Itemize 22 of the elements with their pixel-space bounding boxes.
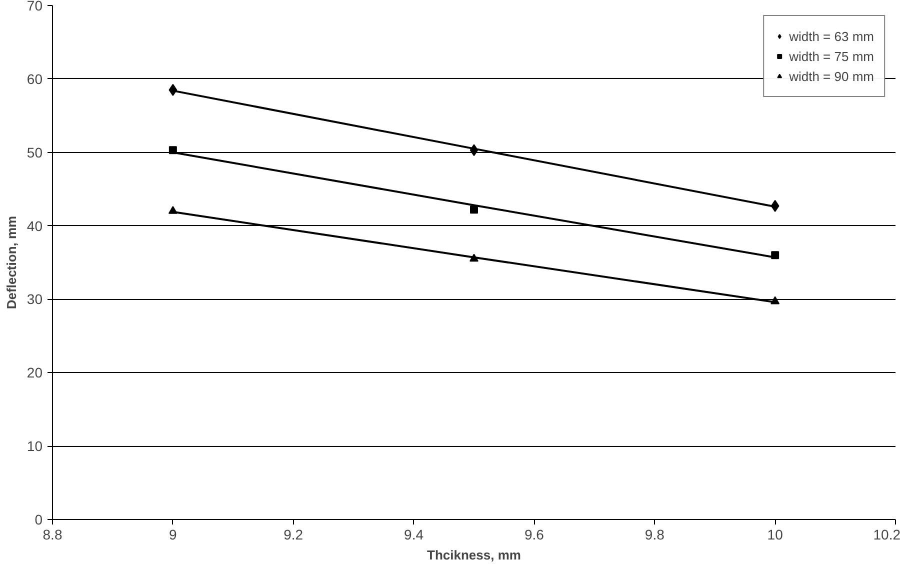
y-tick-label: 30 <box>26 291 43 308</box>
x-tick-label: 9.6 <box>524 526 544 542</box>
y-tick-label: 40 <box>26 218 43 234</box>
y-tick-label: 20 <box>26 364 43 381</box>
y-tick-label: 10 <box>26 438 43 454</box>
legend-label: width = 75 mm <box>789 48 874 64</box>
legend-label: width = 90 mm <box>789 68 874 84</box>
x-tick-label: 9 <box>169 526 178 542</box>
point <box>470 206 478 214</box>
y-tick-label: 50 <box>26 144 43 160</box>
y-tick-label: 0 <box>34 512 43 528</box>
x-axis-title: Thcikness, mm <box>427 548 521 562</box>
x-tick-label: 9.8 <box>644 526 665 542</box>
x-tick-label: 10.2 <box>873 526 901 542</box>
legend-label: width = 63 mm <box>789 28 874 44</box>
x-tick-label: 9.2 <box>284 526 304 542</box>
x-tick-label: 8.8 <box>42 526 62 542</box>
y-tick-label: 70 <box>26 0 43 14</box>
x-tick-label: 10 <box>767 526 784 542</box>
y-axis-title: Deflection, mm <box>4 216 19 310</box>
y-tick-label: 60 <box>26 70 43 87</box>
x-tick-label: 9.4 <box>404 526 424 542</box>
